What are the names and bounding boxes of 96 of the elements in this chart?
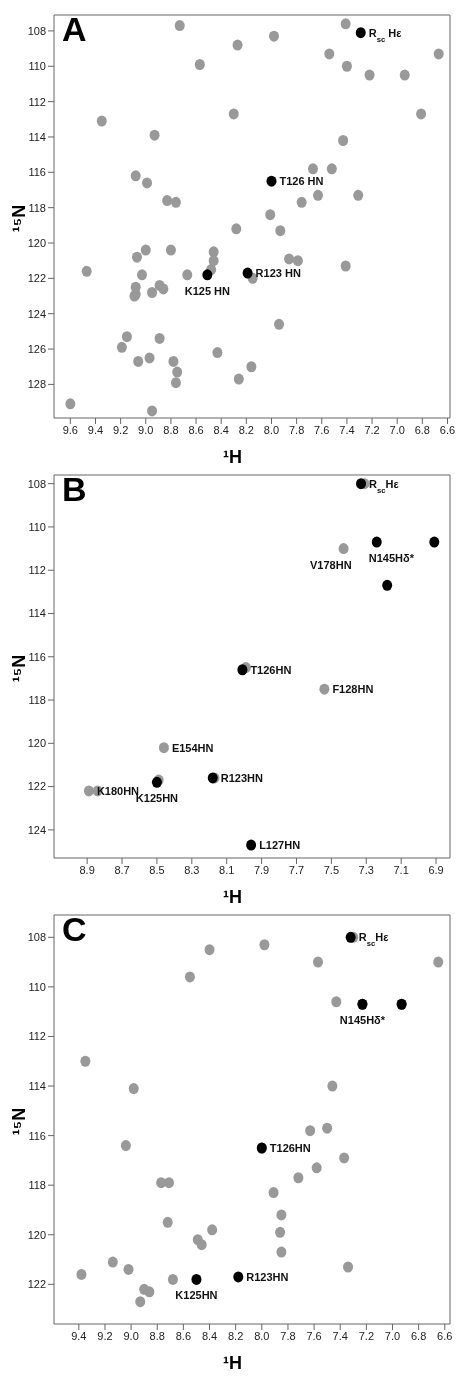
y-axis-title: ¹⁵N	[8, 203, 29, 235]
x-tick-label: 9.2	[112, 423, 129, 436]
annotation: N145Hδ*	[339, 1014, 386, 1027]
x-tick-label: 7.5	[323, 863, 340, 876]
annotation: K125HN	[175, 1289, 218, 1302]
annotation: K125 HN	[184, 284, 231, 297]
annotation: R123HN	[246, 1270, 289, 1283]
y-tick-label: 128	[27, 378, 46, 391]
x-tick-label: 8.1	[219, 863, 235, 876]
x-tick-label: 7.8	[288, 423, 305, 436]
y-tick-label: 124	[27, 823, 46, 836]
x-tick-label: 8.7	[114, 863, 130, 876]
chart-title: C	[62, 910, 87, 948]
x-tick-label: 8.8	[163, 423, 179, 436]
y-tick-label: 122	[27, 272, 46, 285]
x-tick-label: 9.6	[62, 423, 78, 436]
x-tick-label: 7.2	[364, 423, 380, 436]
x-tick-label: 7.3	[358, 863, 374, 876]
y-tick-label: 118	[28, 201, 46, 214]
x-axis-title: ¹H	[222, 446, 243, 468]
y-tick-label: 114	[28, 1079, 46, 1092]
x-tick-label: 7.2	[358, 1329, 374, 1342]
x-tick-label: 8.0	[263, 423, 280, 436]
y-axis-title: ¹⁵N	[8, 653, 29, 685]
y-tick-label: 114	[28, 607, 46, 620]
x-tick-label: 8.6	[188, 423, 204, 436]
x-tick-label: 6.6	[439, 423, 456, 436]
x-axis-title: ¹H	[222, 1352, 243, 1374]
x-tick-label: 9.4	[71, 1329, 87, 1342]
x-tick-label: 7.8	[280, 1329, 296, 1342]
annotation: T126HN	[250, 663, 292, 676]
x-tick-label: 8.2	[238, 423, 254, 436]
annotation: T126HN	[269, 1142, 311, 1155]
x-tick-label: 9.0	[138, 423, 154, 436]
x-tick-label: 8.8	[149, 1329, 165, 1342]
x-tick-label: 8.0	[254, 1329, 270, 1342]
x-tick-label: 9.2	[97, 1329, 113, 1342]
annotation: E154HN	[171, 741, 214, 754]
x-axis-title: ¹H	[222, 886, 243, 908]
x-tick-label: 6.6	[437, 1329, 453, 1342]
annotation: V178HN	[310, 558, 352, 571]
y-tick-label: 118	[28, 693, 46, 706]
y-axis-title: ¹⁵N	[8, 1106, 29, 1138]
x-tick-label: 7.0	[389, 423, 405, 436]
y-tick-label: 108	[27, 24, 46, 37]
x-tick-label: 8.4	[201, 1329, 218, 1342]
x-tick-label: 7.6	[314, 423, 330, 436]
y-tick-label: 112	[28, 564, 46, 577]
y-tick-label: 122	[27, 1278, 46, 1291]
x-tick-label: 6.9	[428, 863, 444, 876]
x-tick-label: 7.1	[393, 863, 409, 876]
y-tick-label: 116	[28, 650, 46, 663]
y-tick-label: 120	[27, 236, 46, 249]
x-tick-label: 6.8	[410, 1329, 427, 1342]
y-tick-label: 116	[28, 1129, 46, 1142]
x-tick-label: 7.4	[332, 1329, 348, 1342]
annotation: R$_{sc}$Hε	[358, 931, 390, 948]
x-tick-label: 9.4	[87, 423, 104, 436]
y-tick-label: 126	[27, 342, 46, 355]
y-tick-label: 120	[27, 1228, 46, 1241]
annotation: R123 HN	[255, 267, 301, 280]
y-tick-label: 120	[27, 737, 46, 750]
x-tick-label: 7.4	[339, 423, 355, 436]
x-tick-label: 7.0	[384, 1329, 401, 1342]
y-tick-label: 112	[28, 95, 46, 108]
chart-title: B	[62, 470, 87, 508]
annotation: N145Hδ*	[368, 552, 415, 565]
x-tick-label: 6.8	[414, 423, 430, 436]
annotation: R$_{sc}$ Hε	[368, 26, 403, 44]
x-tick-label: 8.2	[228, 1329, 244, 1342]
y-tick-label: 114	[28, 130, 46, 143]
x-tick-label: 8.6	[175, 1329, 192, 1342]
x-tick-label: 9.0	[123, 1329, 139, 1342]
y-tick-label: 116	[28, 166, 46, 179]
x-tick-label: 8.5	[149, 863, 165, 876]
y-tick-label: 110	[28, 520, 46, 533]
y-tick-label: 108	[27, 477, 46, 490]
annotation: R123HN	[220, 771, 263, 784]
annotation: F128HN	[332, 683, 374, 696]
x-tick-label: 7.9	[253, 863, 270, 876]
annotation: T126 HN	[279, 175, 324, 188]
y-tick-label: 124	[27, 307, 46, 320]
x-tick-label: 8.9	[79, 863, 95, 876]
annotation: R$_{sc}$Hε	[369, 477, 400, 495]
y-tick-label: 108	[27, 931, 46, 944]
x-tick-label: 8.3	[184, 863, 200, 876]
y-tick-label: 118	[28, 1179, 46, 1192]
y-tick-label: 110	[28, 980, 46, 993]
x-tick-label: 7.7	[288, 863, 305, 876]
y-tick-label: 112	[28, 1030, 46, 1043]
y-tick-label: 110	[28, 60, 46, 73]
annotation: L127HN	[259, 839, 301, 852]
chart-title: A	[62, 10, 87, 48]
y-tick-label: 122	[27, 780, 46, 793]
x-tick-label: 7.6	[306, 1329, 322, 1342]
x-tick-label: 8.4	[213, 423, 229, 436]
